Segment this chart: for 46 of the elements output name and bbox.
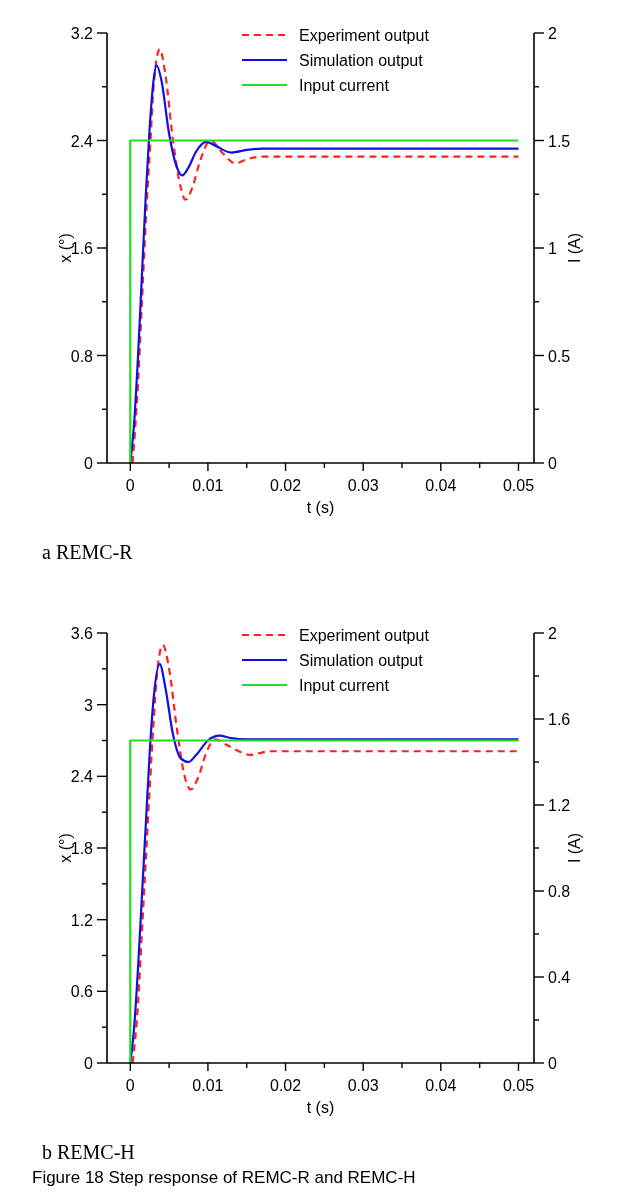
y-tick-label: 2.4: [70, 768, 94, 786]
y2-tick-label: 1.6: [548, 711, 571, 728]
y2-tick-label: 2: [548, 25, 557, 42]
x-tick-label: 0.01: [192, 477, 224, 494]
y2-tick-label: 0: [548, 1055, 557, 1072]
y2-tick-label: 1.2: [548, 797, 571, 814]
x-tick-label: 0.05: [502, 1077, 535, 1094]
legend-label: Experiment output: [299, 27, 430, 44]
legend-label: Simulation output: [299, 52, 424, 69]
y2-axis-title: I (A): [566, 832, 583, 864]
y-tick-label: 2.4: [70, 132, 94, 150]
x-tick-label: 0.04: [425, 1077, 457, 1094]
legend-label: Input current: [299, 77, 390, 94]
y2-tick-label: 1: [548, 240, 557, 257]
y2-axis-title: I (A): [566, 232, 583, 264]
y2-tick-label: 0.8: [548, 883, 571, 900]
x-tick-label: 0.02: [269, 1077, 302, 1094]
legend-label: Simulation output: [299, 652, 424, 669]
x-tick-label: 0.03: [347, 477, 379, 494]
x-tick-label: 0: [125, 1077, 135, 1094]
y2-tick-label: 0.5: [548, 347, 571, 365]
x-tick-label: 0.04: [425, 477, 457, 494]
y2-tick-label: 2: [548, 625, 557, 642]
y-tick-label: 0: [84, 1055, 94, 1072]
y-tick-label: 0: [84, 455, 94, 472]
legend-label: Experiment output: [299, 627, 430, 644]
text: b REMC-H: [42, 1141, 135, 1163]
x-tick-label: 0: [125, 477, 135, 494]
x-tick-label: 0.02: [269, 477, 302, 494]
y2-tick-label: 0: [548, 455, 557, 472]
caption: Figure 18 Step response of REMC-R and REMC-H: [32, 1168, 416, 1187]
x-axis-title: t (s): [306, 499, 335, 516]
x-tick-label: 0.03: [347, 1077, 379, 1094]
legend-label: Input current: [299, 677, 390, 694]
y2-tick-label: 0.4: [548, 969, 571, 986]
y-tick-label: 3: [84, 696, 94, 714]
x-tick-label: 0.01: [192, 1077, 224, 1094]
x-tick-label: 0.05: [502, 477, 535, 494]
y-tick-label: 0.6: [70, 983, 94, 1001]
y2-tick-label: 1.5: [548, 132, 571, 150]
y-tick-label: 3.2: [70, 25, 94, 42]
y-tick-label: 0.8: [70, 347, 94, 365]
y-tick-label: 3.6: [70, 625, 94, 642]
text: a REMC-R: [42, 541, 134, 563]
x-axis-title: t (s): [306, 1099, 335, 1116]
y-tick-label: 1.2: [70, 911, 94, 929]
